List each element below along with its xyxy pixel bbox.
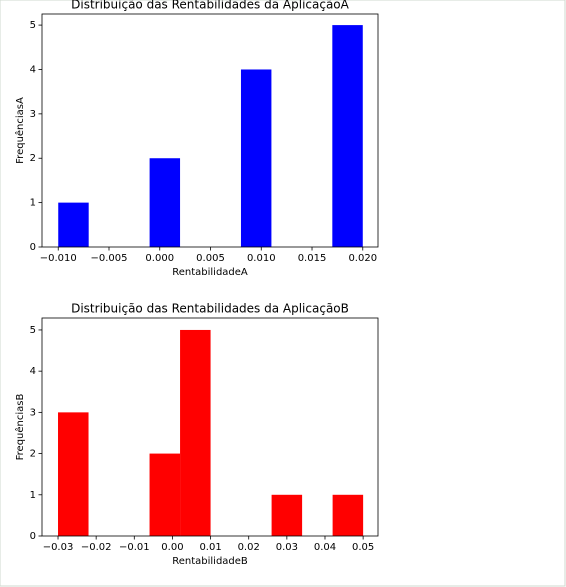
y-tick-label: 1 xyxy=(30,490,36,501)
x-tick-label: −0.01 xyxy=(119,542,150,553)
x-tick-label: 0.04 xyxy=(314,542,336,553)
x-tick-label: 0.02 xyxy=(238,542,260,553)
bar xyxy=(58,202,89,247)
y-tick-label: 1 xyxy=(30,198,36,209)
bar xyxy=(149,158,181,247)
x-tick-label: 0.000 xyxy=(145,253,174,264)
bar xyxy=(180,329,211,536)
bar xyxy=(240,69,272,247)
x-tick-label: 0.00 xyxy=(161,542,183,553)
y-axis-label: FrequênciasA xyxy=(14,97,26,164)
x-tick-label: 0.020 xyxy=(348,253,377,264)
x-tick-label: 0.03 xyxy=(276,542,298,553)
y-tick-label: 5 xyxy=(30,325,36,336)
bar xyxy=(149,453,181,536)
y-tick-label: 5 xyxy=(30,20,36,31)
x-tick-label: −0.005 xyxy=(90,253,127,264)
y-tick-label: 0 xyxy=(30,531,36,542)
axes-frame xyxy=(41,13,379,248)
bar xyxy=(58,412,89,536)
y-tick-label: 0 xyxy=(30,242,36,253)
x-tick-label: 0.005 xyxy=(196,253,225,264)
y-tick-label: 2 xyxy=(30,449,36,460)
x-tick-label: 0.01 xyxy=(199,542,221,553)
x-axis-label: RentabilidadeA xyxy=(172,267,248,278)
x-tick-label: −0.02 xyxy=(81,542,112,553)
bar xyxy=(271,494,303,536)
y-tick-label: 4 xyxy=(30,366,36,377)
y-tick-label: 4 xyxy=(30,64,36,75)
y-tick-label: 3 xyxy=(30,407,36,418)
x-tick-label: 0.05 xyxy=(352,542,374,553)
x-tick-label: 0.015 xyxy=(298,253,327,264)
bar xyxy=(332,25,363,247)
y-tick-label: 2 xyxy=(30,153,36,164)
y-tick-label: 3 xyxy=(30,109,36,120)
chart-title: Distribuição das Rentabilidades da Aplic… xyxy=(71,302,349,316)
x-tick-label: 0.010 xyxy=(247,253,276,264)
y-axis-label: FrequênciasB xyxy=(14,394,26,461)
x-tick-label: −0.03 xyxy=(43,542,74,553)
bar xyxy=(332,494,364,536)
x-tick-label: −0.010 xyxy=(40,253,77,264)
axes-frame xyxy=(41,317,379,537)
chart-title: Distribuição das Rentabilidades da Aplic… xyxy=(71,0,350,12)
x-axis-label: RentabilidadeB xyxy=(172,556,248,567)
